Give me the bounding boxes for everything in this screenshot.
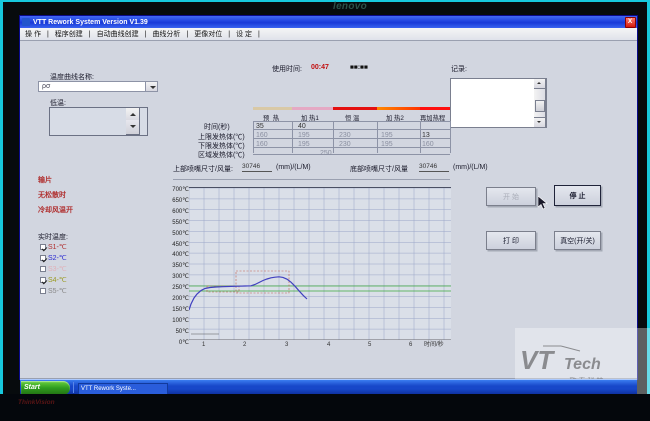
svg-text:VT: VT — [520, 345, 555, 375]
svg-text:Tech: Tech — [564, 356, 601, 373]
